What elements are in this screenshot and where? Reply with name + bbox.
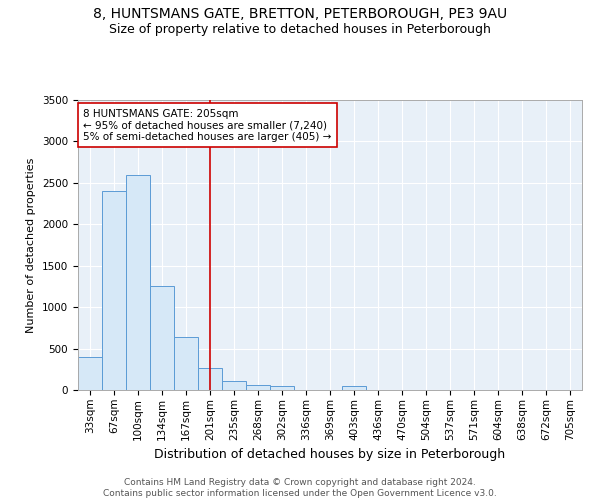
Bar: [102, 191, 126, 390]
Y-axis label: Number of detached properties: Number of detached properties: [26, 158, 37, 332]
Bar: [246, 385, 270, 390]
X-axis label: Distribution of detached houses by size in Peterborough: Distribution of detached houses by size …: [154, 448, 506, 461]
Bar: [198, 368, 222, 390]
Bar: [342, 386, 366, 390]
Text: Contains HM Land Registry data © Crown copyright and database right 2024.
Contai: Contains HM Land Registry data © Crown c…: [103, 478, 497, 498]
Bar: [270, 386, 294, 390]
Bar: [222, 381, 246, 390]
Bar: [150, 286, 174, 390]
Text: 8, HUNTSMANS GATE, BRETTON, PETERBOROUGH, PE3 9AU: 8, HUNTSMANS GATE, BRETTON, PETERBOROUGH…: [93, 8, 507, 22]
Text: 8 HUNTSMANS GATE: 205sqm
← 95% of detached houses are smaller (7,240)
5% of semi: 8 HUNTSMANS GATE: 205sqm ← 95% of detach…: [83, 108, 331, 142]
Bar: [174, 337, 198, 390]
Bar: [126, 174, 150, 390]
Bar: [78, 357, 102, 390]
Text: Size of property relative to detached houses in Peterborough: Size of property relative to detached ho…: [109, 22, 491, 36]
